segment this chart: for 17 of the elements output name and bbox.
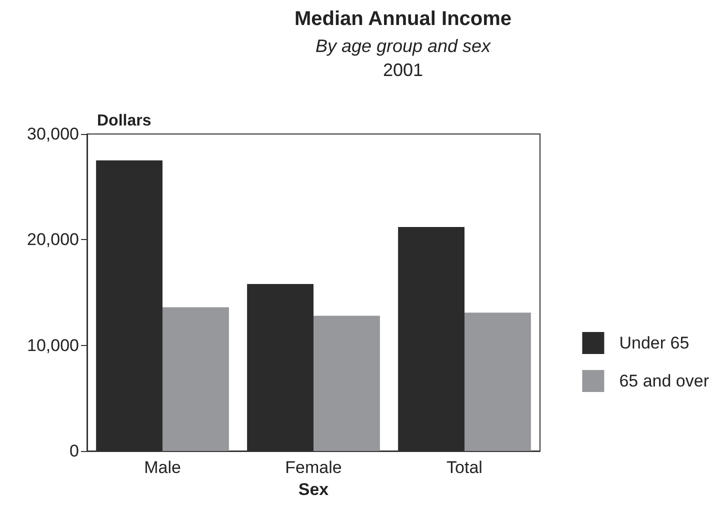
chart-subtitle: By age group and sex	[315, 36, 492, 56]
chart-title: Median Annual Income	[294, 8, 512, 30]
x-tick-label: Total	[446, 458, 482, 477]
x-tick-label: Male	[144, 458, 181, 477]
legend-label: 65 and over	[619, 372, 710, 390]
bar	[314, 316, 380, 451]
x-axis-title: Sex	[298, 480, 330, 499]
y-axis-title: Dollars	[97, 112, 152, 130]
y-tick-label: 0	[70, 442, 79, 460]
legend-label: Under 65	[619, 334, 690, 352]
y-tick-label: 30,000	[27, 124, 79, 144]
text: 2001	[382, 60, 424, 80]
y-tick-label: 20,000	[27, 230, 79, 250]
bar	[464, 312, 531, 451]
y-tick-label: 10,000	[27, 336, 79, 355]
bar	[162, 307, 229, 451]
x-tick-label: Female	[285, 458, 342, 477]
